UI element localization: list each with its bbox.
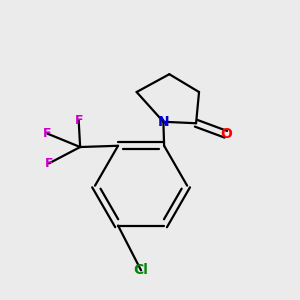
Text: F: F [74, 114, 83, 127]
Text: O: O [220, 127, 232, 141]
Text: F: F [45, 157, 53, 170]
Text: N: N [158, 115, 169, 129]
Text: Cl: Cl [134, 263, 148, 278]
Text: F: F [43, 127, 52, 140]
